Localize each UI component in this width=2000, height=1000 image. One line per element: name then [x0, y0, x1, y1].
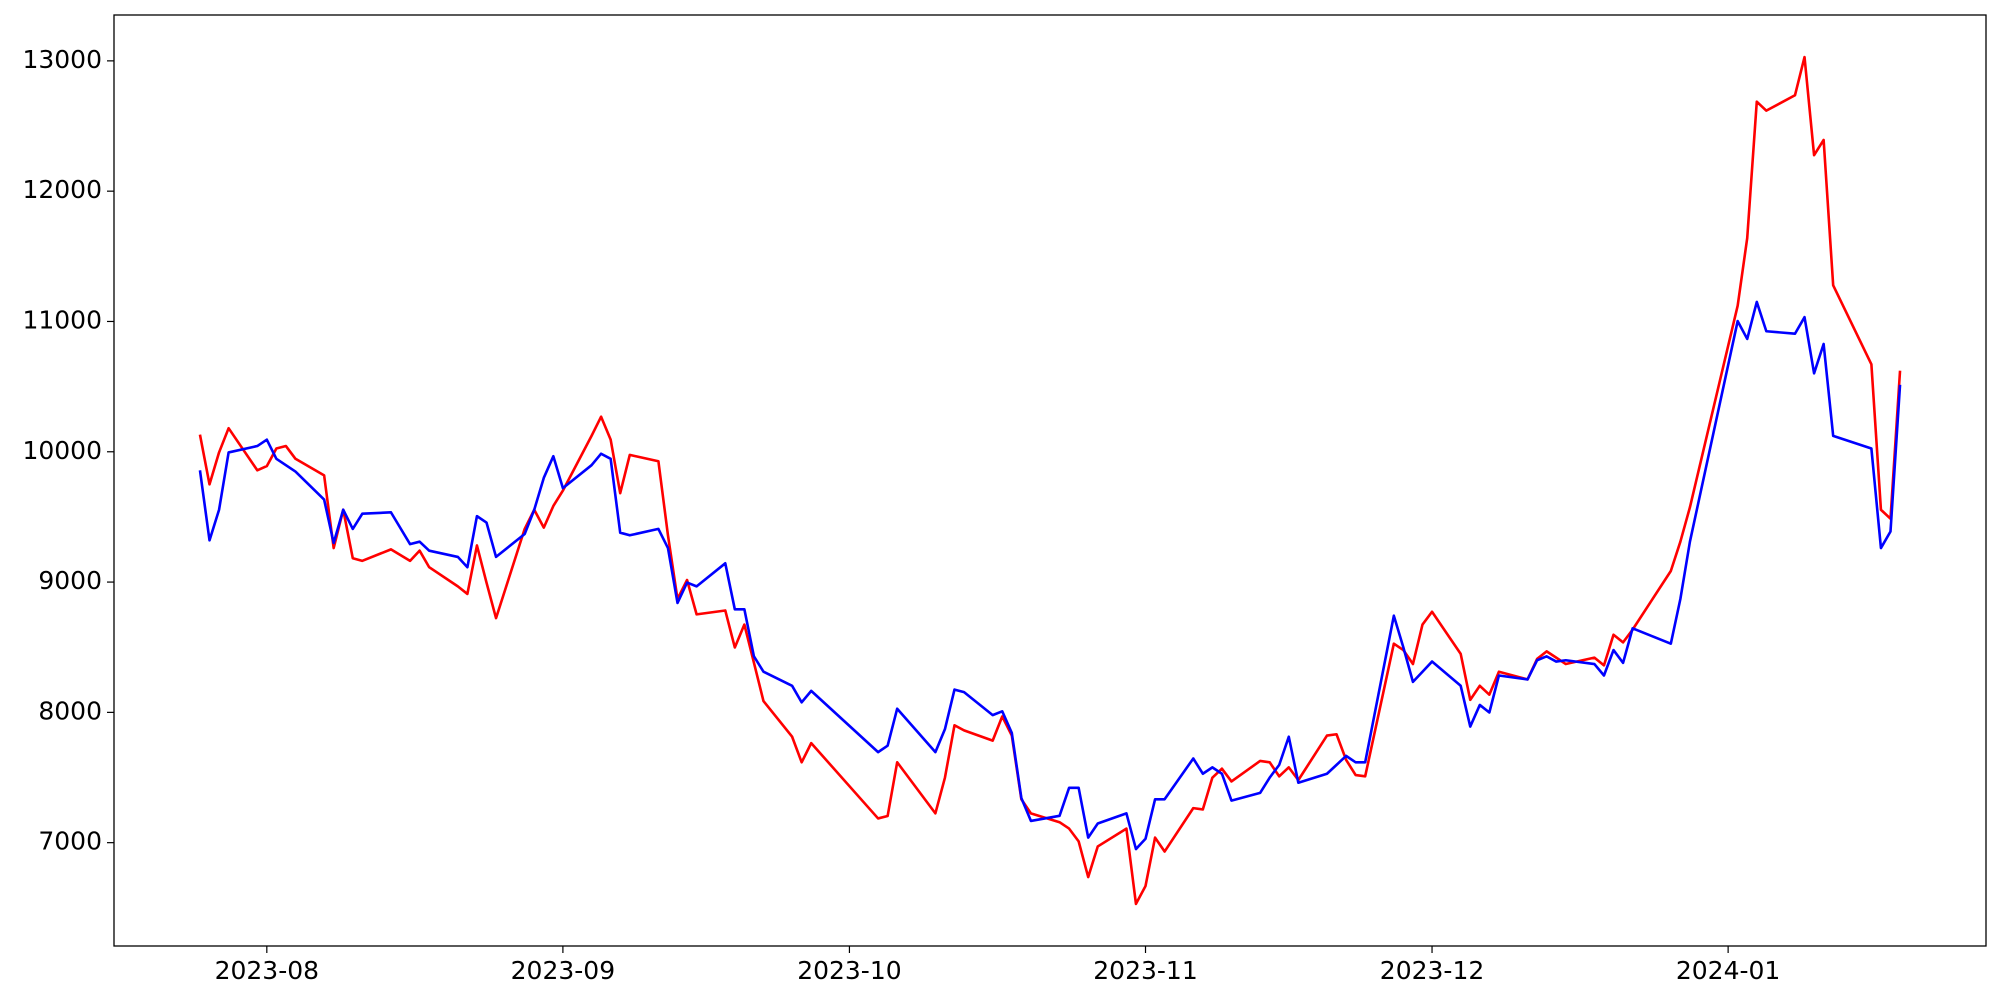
x-tick-label: 2023-08	[215, 956, 319, 985]
x-tick-label: 2023-10	[797, 956, 901, 985]
x-tick-label: 2024-01	[1676, 956, 1780, 985]
y-tick-label: 11000	[22, 305, 102, 334]
y-tick-label: 8000	[38, 696, 102, 725]
x-tick-label: 2023-09	[511, 956, 615, 985]
series-line	[198, 55, 1902, 906]
x-tick-label: 2023-12	[1380, 956, 1484, 985]
y-tick-label: 7000	[38, 827, 102, 856]
y-tick-label: 12000	[22, 175, 102, 204]
x-tick-label: 2023-11	[1093, 956, 1197, 985]
y-tick-label: 9000	[38, 566, 102, 595]
plot-frame	[113, 14, 1987, 947]
y-tick-label: 13000	[22, 45, 102, 74]
series-line	[198, 300, 1902, 851]
y-tick-label: 10000	[22, 436, 102, 465]
